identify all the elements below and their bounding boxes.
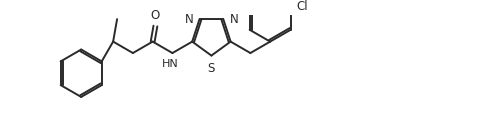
- Text: N: N: [185, 13, 193, 26]
- Text: O: O: [151, 9, 160, 22]
- Text: S: S: [208, 62, 215, 75]
- Text: N: N: [230, 13, 238, 26]
- Text: Cl: Cl: [296, 0, 308, 13]
- Text: HN: HN: [161, 59, 178, 69]
